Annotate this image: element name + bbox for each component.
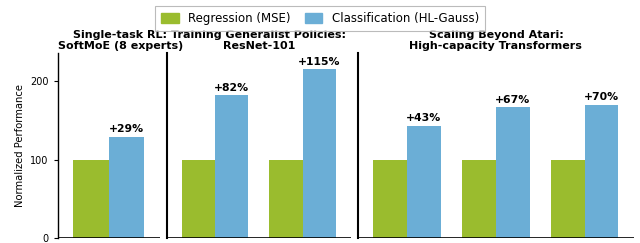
Bar bbox=[109, 137, 144, 238]
Bar bbox=[585, 104, 618, 238]
Text: +29%: +29% bbox=[109, 124, 144, 134]
Bar bbox=[215, 95, 248, 238]
Text: +70%: +70% bbox=[584, 92, 619, 102]
Bar bbox=[373, 160, 407, 238]
Text: +82%: +82% bbox=[214, 83, 250, 93]
Bar bbox=[496, 107, 530, 238]
Text: +67%: +67% bbox=[495, 95, 531, 104]
Bar bbox=[269, 160, 303, 238]
Text: +43%: +43% bbox=[406, 113, 442, 123]
Text: Single-task RL:
SoftMoE (8 experts): Single-task RL: SoftMoE (8 experts) bbox=[58, 30, 183, 51]
Bar bbox=[182, 160, 215, 238]
Bar bbox=[74, 160, 109, 238]
Title: Training Generalist Policies:
ResNet-101: Training Generalist Policies: ResNet-101 bbox=[172, 30, 346, 51]
Bar bbox=[551, 160, 585, 238]
Legend: Regression (MSE), Classification (HL-Gauss): Regression (MSE), Classification (HL-Gau… bbox=[155, 6, 485, 31]
Bar bbox=[303, 69, 336, 238]
Bar bbox=[407, 126, 441, 238]
Bar bbox=[462, 160, 496, 238]
Text: +115%: +115% bbox=[298, 57, 340, 67]
Y-axis label: Normalized Performance: Normalized Performance bbox=[15, 84, 24, 207]
Title: Scaling Beyond Atari:
High-capacity Transformers: Scaling Beyond Atari: High-capacity Tran… bbox=[410, 30, 582, 51]
